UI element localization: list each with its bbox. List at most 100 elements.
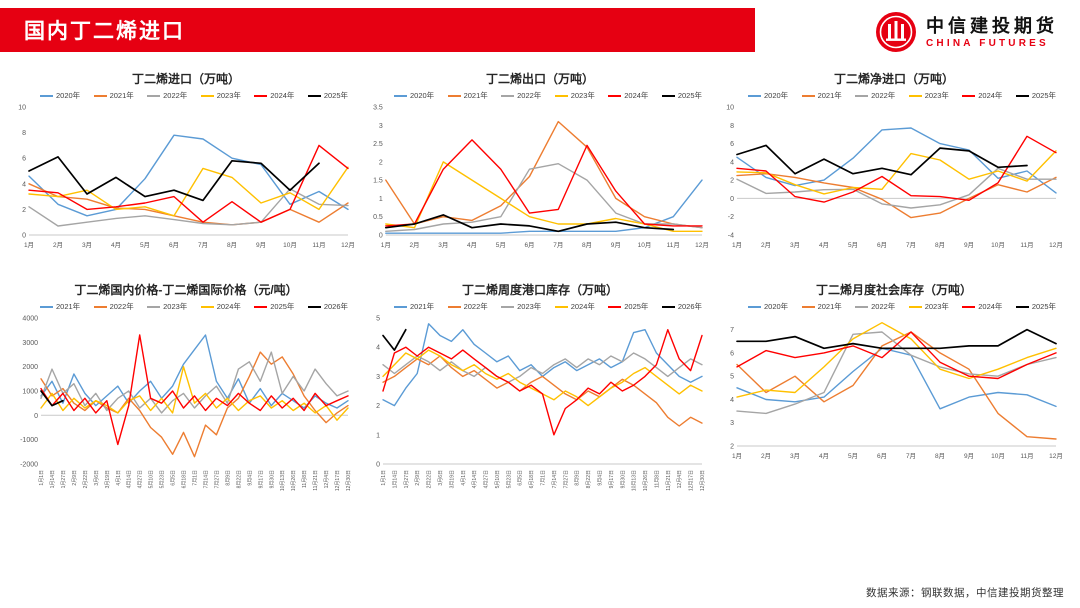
legend-item-2025年: 2025年	[254, 301, 294, 312]
legend-swatch	[962, 305, 976, 308]
legend-item-2023年: 2023年	[908, 301, 949, 312]
svg-text:2: 2	[376, 403, 380, 410]
legend-swatch	[394, 305, 407, 308]
svg-text:6月: 6月	[169, 241, 179, 249]
svg-text:-2: -2	[728, 214, 734, 221]
legend-swatch	[908, 94, 922, 97]
series-2025年	[40, 334, 349, 446]
legend-label: 2022年	[109, 302, 134, 311]
legend-label: 2021年	[817, 91, 842, 100]
series-2024年	[736, 331, 1057, 380]
legend-swatch	[447, 94, 461, 97]
svg-text:2月: 2月	[53, 241, 63, 249]
legend-swatch	[748, 305, 761, 308]
series-2023年	[28, 166, 349, 217]
svg-text:7月27日: 7月27日	[214, 470, 220, 488]
svg-text:2月: 2月	[761, 452, 771, 460]
legend-item-2023年: 2023年	[147, 301, 187, 312]
legend-swatch	[801, 94, 815, 97]
legend-item-2023年: 2023年	[908, 90, 949, 101]
svg-text:6: 6	[730, 141, 734, 148]
legend-item-2026年: 2026年	[661, 301, 702, 312]
legend-label: 2025年	[323, 91, 348, 100]
svg-text:3: 3	[730, 420, 734, 427]
svg-text:6月18日: 6月18日	[529, 470, 535, 488]
svg-text:2: 2	[379, 159, 383, 166]
series-2025年	[736, 328, 1057, 350]
svg-text:1月: 1月	[732, 452, 742, 460]
svg-text:1月14日: 1月14日	[50, 470, 56, 488]
legend-label: 2022年	[463, 302, 488, 311]
legend-swatch	[93, 94, 107, 97]
legend-item-2020年: 2020年	[748, 301, 788, 312]
svg-text:9月4日: 9月4日	[598, 470, 604, 486]
svg-text:8月: 8月	[935, 241, 945, 249]
svg-text:6月: 6月	[877, 241, 887, 249]
legend-item-2020年: 2020年	[748, 90, 788, 101]
legend-item-2023年: 2023年	[554, 90, 595, 101]
svg-text:8月: 8月	[935, 452, 945, 460]
legend-swatch	[661, 305, 675, 308]
svg-text:11月: 11月	[312, 241, 325, 249]
legend-swatch	[608, 94, 622, 97]
svg-text:5月10日: 5月10日	[495, 470, 501, 488]
svg-text:-4: -4	[728, 233, 734, 240]
series-2025年	[382, 329, 703, 436]
chart-plot-area: 0 1 2 3 4 5 1月1日 1月14日 1月27日 2月9日 2月22日 3月6日 3月19日 4月…	[366, 312, 714, 518]
svg-text:2: 2	[22, 207, 26, 214]
legend-swatch	[661, 94, 675, 97]
legend-item-2020年: 2020年	[394, 90, 434, 101]
chart-legend: 2020年 2021年 2022年 2023年 2024年 2025年	[12, 90, 360, 101]
legend-item-2023年: 2023年	[501, 301, 541, 312]
svg-text:5: 5	[376, 316, 380, 323]
series-2026年	[40, 390, 64, 407]
page-title: 国内丁二烯进口	[24, 20, 185, 43]
svg-text:9月17日: 9月17日	[258, 470, 264, 488]
legend-swatch	[307, 305, 321, 308]
svg-text:-2000: -2000	[20, 462, 38, 469]
legend-swatch	[1015, 94, 1029, 97]
svg-text:5月23日: 5月23日	[160, 470, 166, 488]
svg-text:10月13日: 10月13日	[632, 470, 638, 491]
chart-canvas-4: 0 1 2 3 4 5 1月1日 1月14日 1月27日 2月9日 2月22日 3月6日 3月19日 4月…	[376, 316, 706, 492]
legend-label: 2021年	[817, 302, 842, 311]
legend-item-2022年: 2022年	[147, 90, 187, 101]
legend-item-2021年: 2021年	[40, 301, 80, 312]
legend-label: 2022年	[871, 91, 896, 100]
legend-swatch	[200, 94, 214, 97]
svg-text:5月: 5月	[496, 241, 506, 249]
svg-text:0: 0	[730, 196, 734, 203]
legend-swatch	[748, 94, 761, 97]
svg-text:1月: 1月	[381, 241, 391, 249]
svg-text:4: 4	[730, 397, 734, 404]
svg-text:10: 10	[18, 105, 26, 112]
legend-swatch	[554, 305, 568, 308]
legend-swatch	[147, 305, 161, 308]
legend-label: 2024年	[216, 302, 241, 311]
svg-text:10月: 10月	[991, 241, 1005, 249]
svg-text:5月10日: 5月10日	[149, 470, 155, 488]
legend-item-2024年: 2024年	[554, 301, 595, 312]
svg-text:3月: 3月	[82, 241, 92, 249]
svg-text:9月4日: 9月4日	[247, 470, 253, 486]
chart-canvas-3: -2000 -1000 0 1000 2000 3000 4000 1月1日 1月14日 1月27…	[20, 316, 352, 492]
svg-text:12月30日: 12月30日	[346, 470, 352, 491]
svg-text:3月: 3月	[790, 452, 800, 460]
chart-canvas-2: -4 -2 0 2 4 6 8 10 1月 2月 3月 4月 5月 6月 7月 8月 9月 10月 11月 12月	[726, 105, 1063, 250]
legend-label: 2023年	[570, 91, 595, 100]
chart-card-net-imports: 丁二烯净进口（万吨） 2020年 2021年 2022年 2023年 2024年 2025…	[720, 70, 1068, 253]
chart-title: 丁二烯净进口（万吨）	[833, 72, 954, 86]
svg-text:2: 2	[730, 178, 734, 185]
series-2023年	[385, 161, 703, 232]
svg-text:5月23日: 5月23日	[506, 470, 512, 488]
svg-text:3: 3	[379, 123, 383, 130]
series-2023年	[382, 352, 703, 383]
svg-text:10月26日: 10月26日	[291, 470, 297, 491]
chart-canvas-1: 0 0.5 1 1.5 2 2.5 3 3.5 1月 2月 3月 4月 5月 6月 7月 8月 9月 10月 11月…	[373, 105, 709, 250]
series-2023年	[736, 322, 1057, 398]
svg-text:4月14日: 4月14日	[472, 470, 478, 488]
legend-swatch	[307, 94, 321, 97]
svg-text:9月30日: 9月30日	[620, 470, 626, 488]
legend-swatch	[962, 94, 976, 97]
